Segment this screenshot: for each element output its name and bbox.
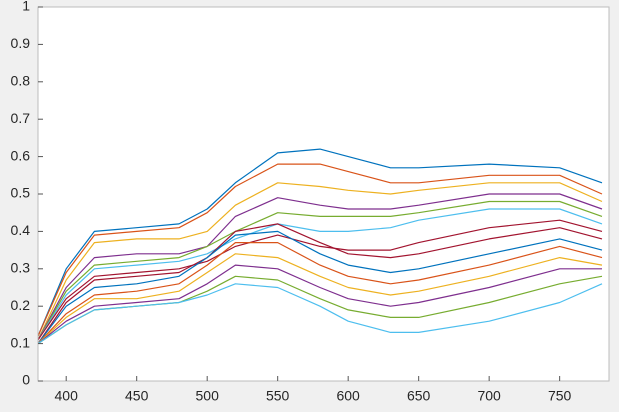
y-tick-label: 0.2: [11, 297, 31, 313]
spectrum-line: [37, 193, 603, 341]
spectrum-line: [37, 264, 602, 345]
spectrum-line: [37, 148, 603, 337]
x-tick-label: 700: [477, 388, 501, 404]
x-tick-label: 450: [125, 388, 149, 404]
y-tick-label: 1: [22, 0, 30, 14]
y-tick-label: 0: [22, 372, 30, 388]
spectrum-line: [37, 242, 603, 345]
y-tick-label: 0.7: [11, 110, 31, 126]
spectrum-line: [37, 219, 603, 341]
y-tick-label: 0.8: [11, 73, 31, 89]
x-tick-label: 600: [336, 388, 360, 404]
spectrum-line: [37, 182, 603, 341]
y-tick-label: 0.1: [11, 334, 31, 350]
y-tick-label: 0.9: [11, 35, 31, 51]
x-tick-label: 550: [266, 388, 290, 404]
spectrum-line: [37, 223, 603, 344]
x-tick-label: 750: [548, 388, 572, 404]
y-tick-label: 0.6: [11, 147, 31, 163]
spectrum-line: [37, 230, 603, 344]
spectrum-line: [37, 253, 603, 345]
x-tick-label: 650: [407, 388, 431, 404]
spectrum-line: [37, 163, 603, 337]
y-tick-label: 0.5: [11, 185, 31, 201]
x-tick-label: 500: [196, 388, 220, 404]
y-tick-label: 0.4: [11, 222, 31, 238]
y-tick-label: 0.3: [11, 260, 31, 276]
spectrum-line: [37, 283, 603, 345]
spectrum-line: [37, 200, 603, 341]
x-tick-label: 400: [55, 388, 79, 404]
